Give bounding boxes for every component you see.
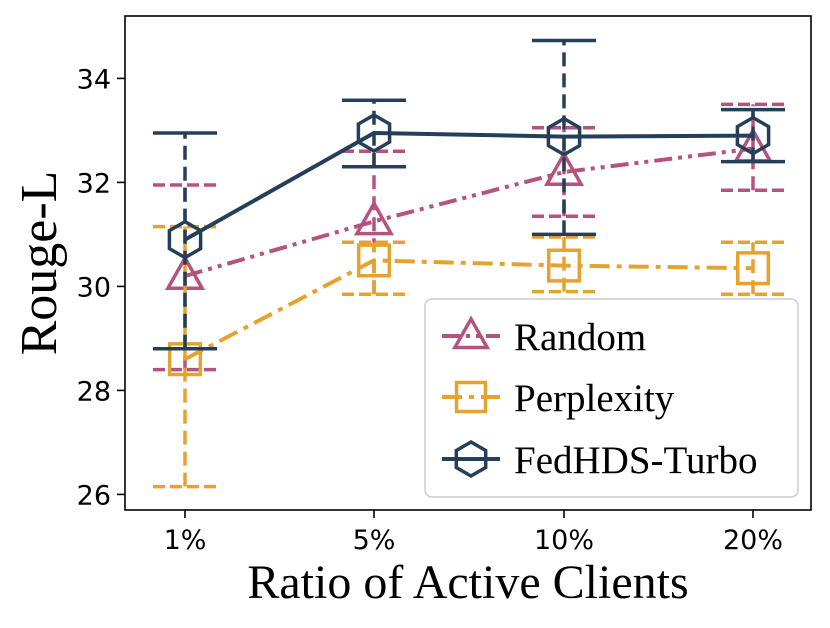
- y-tick-label: 30: [77, 272, 111, 303]
- marks-layer: [153, 38, 785, 489]
- legend-label: Random: [514, 316, 646, 359]
- legend-entry: Random: [442, 315, 646, 359]
- y-tick-label: 26: [77, 480, 111, 511]
- data-point: [356, 243, 392, 278]
- legend-entry: FedHDS-Turbo: [442, 439, 757, 482]
- series-line: [184, 146, 754, 278]
- x-tick-label: 20%: [723, 525, 783, 556]
- data-point: [735, 251, 771, 286]
- data-point: [353, 199, 395, 236]
- series-line: [184, 130, 754, 242]
- y-tick-label: 28: [77, 376, 111, 407]
- y-tick-label: 34: [77, 64, 111, 95]
- data-point: [167, 219, 203, 260]
- legend-marker: [451, 315, 491, 350]
- x-tick-label: 1%: [164, 525, 207, 556]
- series-perplexity: [153, 224, 785, 489]
- plot-frame: [124, 15, 812, 511]
- legend-entry: Perplexity: [442, 377, 675, 420]
- data-point: [356, 112, 392, 154]
- legend-marker: [454, 439, 488, 479]
- x-tick-label: 10%: [534, 525, 594, 556]
- data-point: [167, 342, 203, 377]
- legend-items: Random Perplexity FedHDS-Turbo: [442, 315, 757, 482]
- series-line: [184, 258, 754, 361]
- data-point: [735, 115, 771, 156]
- x-tick-label: 5%: [353, 525, 396, 556]
- legend-frame: [424, 298, 799, 498]
- y-axis-label: Rouge-L: [11, 171, 68, 356]
- series-fedhds-turbo: [153, 38, 785, 351]
- axes-layer: 26 28 30 32 34 1% 5% 10% 20%: [77, 64, 783, 556]
- data-point: [546, 116, 582, 157]
- legend-label: Perplexity: [514, 377, 675, 420]
- legend: Random Perplexity FedHDS-Turbo: [424, 298, 799, 498]
- y-tick-label: 32: [77, 168, 111, 199]
- legend-marker: [454, 380, 488, 414]
- x-axis-label: Ratio of Active Clients: [247, 556, 688, 609]
- data-point: [546, 248, 582, 283]
- legend-label: FedHDS-Turbo: [514, 439, 757, 482]
